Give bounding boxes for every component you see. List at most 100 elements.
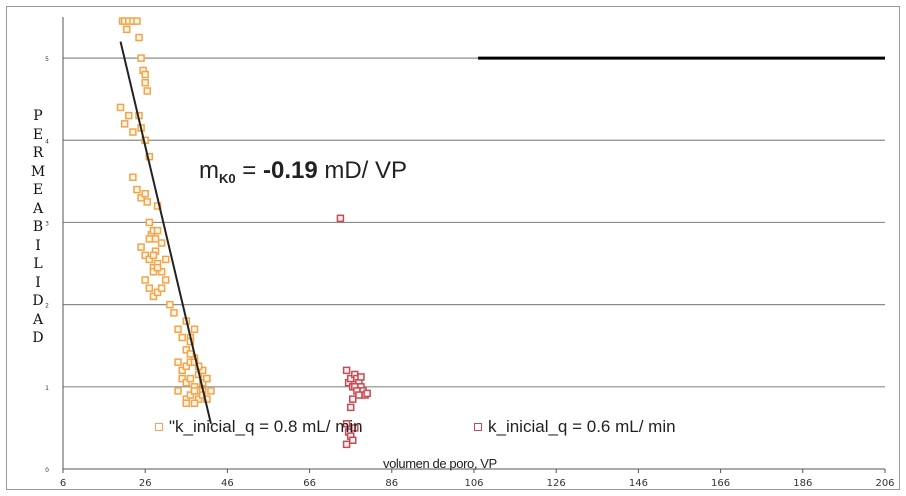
x-tick-label-9: 186 — [793, 478, 812, 489]
data-point-series-2 — [336, 214, 345, 223]
data-point-series-1 — [120, 120, 129, 128]
legend-item-series-1: "k_inicial_q = 0.8 mL/ min — [155, 417, 363, 437]
data-point-series-1 — [157, 268, 166, 276]
data-point-series-2 — [357, 373, 365, 381]
data-point-series-1 — [203, 374, 211, 383]
data-point-series-1 — [141, 70, 149, 79]
x-tick-label-5: 106 — [464, 478, 483, 489]
data-point-series-1 — [157, 284, 166, 292]
data-point-series-1 — [149, 251, 158, 260]
data-point-series-2 — [363, 389, 371, 398]
data-point-series-1 — [133, 185, 141, 194]
x-tick-label-1: 26 — [139, 478, 152, 489]
x-tick-label-2: 46 — [221, 478, 234, 489]
annotation-subscript: K0 — [219, 171, 236, 186]
y-tick-label-5: 5 — [45, 56, 49, 63]
data-point-series-1 — [145, 284, 154, 292]
data-point-series-1 — [141, 276, 149, 284]
data-point-series-1 — [198, 366, 207, 375]
data-point-series-1 — [149, 268, 158, 276]
data-point-series-1 — [122, 25, 131, 34]
data-point-series-1 — [133, 17, 141, 25]
data-point-series-1 — [178, 374, 186, 383]
y-tick-label-4: 4 — [45, 138, 49, 145]
data-point-series-1 — [129, 128, 137, 136]
annotation-m: m — [199, 157, 219, 184]
annotation-equals: = — [235, 157, 263, 184]
data-point-series-1 — [151, 235, 160, 243]
data-point-series-2 — [342, 440, 351, 449]
data-point-series-1 — [182, 362, 191, 371]
data-point-series-1 — [145, 255, 154, 264]
x-tick-label-6: 126 — [547, 478, 566, 489]
x-tick-label-7: 146 — [629, 478, 648, 489]
data-point-series-1 — [149, 292, 158, 301]
data-point-series-2 — [342, 420, 351, 428]
data-point-series-1 — [174, 387, 182, 395]
data-point-series-1 — [145, 218, 154, 227]
x-tick-label-10: 206 — [875, 478, 894, 489]
data-point-series-1 — [178, 333, 186, 342]
data-point-series-1 — [143, 87, 152, 95]
data-point-series-2 — [351, 424, 359, 432]
legend-label-series-2: k_inicial_q = 0.6 mL/ min — [488, 417, 676, 436]
data-point-series-1 — [162, 255, 170, 264]
y-tick-label-3: 3 — [45, 220, 49, 227]
data-point-series-1 — [166, 300, 174, 309]
data-point-series-2 — [349, 395, 357, 403]
data-point-series-1 — [137, 194, 145, 202]
chart-frame: 0 1 2 3 4 5 6 26 46 66 86 106 126 146 166 186 206 P E R … — [6, 6, 900, 490]
x-tick-label-4: 86 — [385, 478, 398, 489]
data-point-series-1 — [137, 243, 145, 251]
data-point-series-1 — [190, 325, 199, 334]
data-point-series-1 — [182, 378, 191, 387]
data-point-series-1 — [174, 358, 182, 366]
data-point-series-1 — [153, 263, 162, 272]
data-point-series-1 — [137, 54, 145, 62]
data-point-series-1 — [141, 251, 149, 260]
legend-item-series-2: k_inicial_q = 0.6 mL/ min — [474, 417, 676, 437]
x-axis-label: volumen de poro, VP — [383, 456, 497, 471]
x-tick-label-3: 66 — [303, 478, 316, 489]
data-point-series-1 — [190, 387, 199, 395]
data-point-series-2 — [355, 391, 363, 399]
data-point-series-1 — [182, 346, 191, 354]
data-point-series-1 — [141, 78, 149, 87]
data-point-series-2 — [342, 366, 351, 375]
data-point-series-1 — [153, 202, 162, 210]
data-point-series-1 — [174, 325, 182, 334]
data-point-series-1 — [141, 189, 149, 198]
data-point-series-1 — [157, 239, 166, 247]
legend-marker-series-1 — [155, 422, 163, 431]
x-tick-label-8: 166 — [711, 478, 730, 489]
data-point-series-1 — [194, 395, 203, 403]
slope-annotation: mK0 = -0.19 mD/ VP — [199, 157, 408, 186]
data-point-series-1 — [145, 235, 154, 243]
data-point-series-1 — [135, 33, 143, 42]
data-point-series-1 — [129, 173, 137, 182]
data-point-series-1 — [207, 387, 215, 395]
data-point-series-1 — [116, 103, 125, 112]
y-tick-label-0: 0 — [45, 467, 49, 474]
data-point-series-1 — [125, 111, 133, 120]
data-point-series-1 — [186, 374, 195, 383]
annotation-unit: mD/ VP — [317, 157, 408, 184]
annotation-value: -0.19 — [262, 157, 318, 184]
data-point-series-2 — [349, 436, 357, 444]
data-point-series-1 — [178, 366, 186, 375]
x-tick-label-0: 6 — [60, 478, 66, 489]
y-tick-label-2: 2 — [45, 303, 49, 310]
legend-label-series-1: "k_inicial_q = 0.8 mL/ min — [169, 417, 363, 436]
data-point-series-1 — [186, 391, 195, 399]
data-point-series-1 — [170, 309, 178, 317]
data-point-series-1 — [153, 226, 162, 235]
data-point-series-1 — [182, 399, 191, 408]
data-point-series-1 — [186, 350, 195, 358]
data-point-series-1 — [190, 399, 199, 408]
y-axis-label: P E R M E A B I L I D A D — [30, 108, 46, 346]
data-point-series-1 — [153, 288, 162, 297]
data-point-series-1 — [162, 276, 170, 284]
data-point-series-1 — [143, 198, 152, 206]
data-point-series-2 — [346, 403, 355, 412]
trendline — [119, 41, 212, 425]
